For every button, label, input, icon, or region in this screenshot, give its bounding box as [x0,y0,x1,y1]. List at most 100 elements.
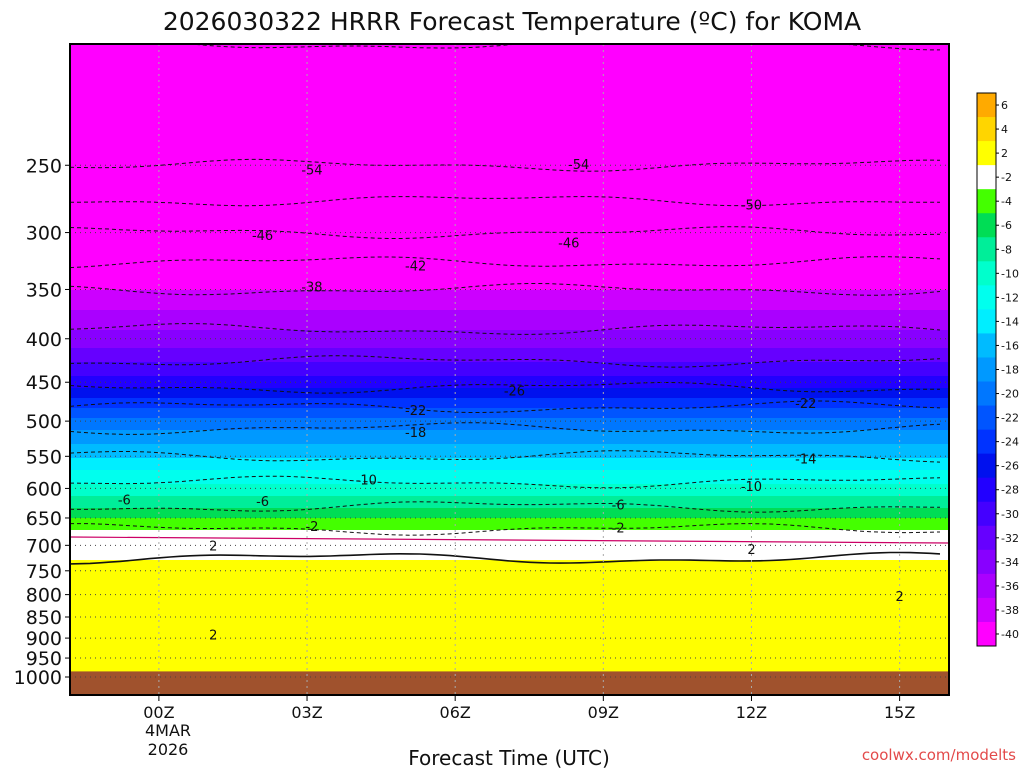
contour-label: -2 [305,520,318,535]
colorbar-swatch [977,189,996,214]
colorbar-label: -12 [1001,291,1019,304]
shading-band [70,430,949,445]
contour-line [70,400,941,413]
contour-label: -54 [568,158,589,173]
x-date-line-2: 2026 [148,740,189,759]
shading-band [70,496,949,509]
grid [70,44,949,695]
colorbar-swatch [977,477,996,503]
contour-label: -2 [612,522,625,537]
x-tick-label: 15Z [884,703,915,722]
y-tick-label: 1000 [14,667,62,689]
contour-line [70,551,941,565]
colorbar-label: -24 [1001,436,1019,449]
contour-lines [70,44,949,565]
colorbar-label: -16 [1001,339,1019,352]
colorbar-label: -6 [1001,219,1012,232]
shading-band [70,408,949,419]
colorbar-label: -26 [1001,460,1019,473]
colorbar-swatch [977,93,996,118]
colorbar-swatch [977,141,996,166]
contour-label: 2 [209,539,217,554]
shading-band [70,508,949,519]
contour-labels: -54 -54-50-46 -46-42-38-26-22 -22-18-14-10-… [118,158,904,644]
colorbar-label: 4 [1001,123,1008,136]
colorbar-label: -2 [1001,171,1012,184]
freezing-line [70,536,949,544]
colorbar-swatch [977,117,996,142]
contour-label: -10 [356,474,377,489]
shading-band [70,484,949,497]
colorbar-label: -32 [1001,532,1019,545]
colorbar-label: -40 [1001,628,1019,641]
contour-label: -46 [558,236,579,251]
shading-band [70,418,949,431]
brand-text: coolwx.com/modelts [862,746,1016,764]
colorbar-swatch [977,165,996,190]
contour-line [185,44,940,51]
contour-label: -22 [405,404,426,419]
contour-label: -10 [741,480,762,495]
y-tick-label: 800 [26,585,62,607]
shading-band [70,458,949,471]
shading-band [70,362,949,377]
shading-band [70,560,949,679]
contour-label: -18 [405,426,426,441]
colorbar-swatch [977,429,996,455]
temperature-shading [70,44,949,695]
y-axis: 2503003504004505005506006507007508008509… [14,155,70,689]
contour-label: -6 [612,499,625,514]
ground-strip [70,671,949,695]
colorbar-label: -36 [1001,580,1019,593]
contour-line [70,158,941,172]
shading-band [70,310,949,331]
y-tick-label: 500 [26,411,62,433]
y-tick-label: 700 [26,535,62,557]
contour-label: -38 [301,280,322,295]
x-axis-label: Forecast Time (UTC) [408,746,610,768]
contour-label: 2 [747,543,755,558]
contour-line [70,523,941,536]
shading-band [70,518,949,531]
x-tick-label: 03Z [291,703,322,722]
colorbar-swatch [977,381,996,407]
shading-band [70,44,949,291]
colorbar: 6 4 2 -2 -4 -6 -8 -10 -12 -14 -16 -18 -20 -22 -24 -26 -2… [976,92,1019,647]
y-tick-label: 450 [26,372,62,394]
shading-band [70,388,949,399]
y-tick-label: 950 [26,648,62,670]
chart-title: 2026030322 HRRR Forecast Temperature (ºC… [163,7,861,36]
colorbar-label: -4 [1001,195,1012,208]
y-tick-label: 900 [26,628,62,650]
contour-label: -6 [118,493,131,508]
colorbar-label: -18 [1001,364,1019,377]
contour-label: 2 [895,590,903,605]
contour-label: -26 [504,384,525,399]
colorbar-label: -20 [1001,388,1019,401]
contour-line [70,355,941,368]
x-tick-label: 12Z [736,703,767,722]
colorbar-swatch [977,597,996,623]
colorbar-swatch [977,237,996,262]
y-tick-label: 600 [26,478,62,500]
shading-band [70,444,949,459]
colorbar-swatch [977,357,996,383]
x-tick-label: 06Z [440,703,471,722]
y-tick-label: 250 [26,155,62,177]
colorbar-label: -14 [1001,315,1019,328]
shading-band [70,348,949,363]
y-tick-label: 350 [26,279,62,301]
colorbar-label: -22 [1001,412,1019,425]
contour-line [70,196,941,207]
contour-line [70,323,941,335]
colorbar-label: -38 [1001,604,1019,617]
colorbar-swatch [977,333,996,358]
contour-label: -6 [256,495,269,510]
colorbar-label: -30 [1001,508,1019,521]
contour-label: -54 [301,164,322,179]
colorbar-swatch [977,405,996,431]
shading-band [70,530,949,561]
colorbar-swatch [977,621,996,647]
contour-line [70,422,941,435]
